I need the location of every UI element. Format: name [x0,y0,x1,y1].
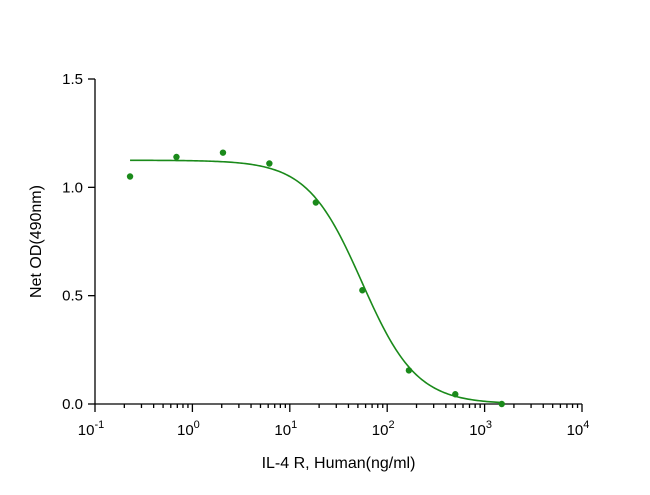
x-tick-exponent: 2 [388,419,394,431]
x-tick-label: 102 [372,419,395,439]
fit-layer [130,159,502,404]
x-tick-label: 104 [567,419,590,439]
x-tick-base: 10 [567,422,584,439]
data-point [173,153,180,161]
fit-curve [130,159,502,404]
points-layer [126,149,505,408]
y-tick-label: 1.5 [62,71,83,88]
x-tick-base: 10 [177,422,194,439]
x-tick-label: 103 [469,419,492,439]
x-tick-exponent: 3 [486,419,492,431]
x-tick-label: 100 [177,419,200,439]
data-point [266,160,273,167]
x-tick-base: 10 [469,422,486,439]
data-point [359,287,366,294]
data-point [219,149,227,156]
x-tick-exponent: 4 [583,419,589,431]
x-axis: 10-1 100 101 102 103 104 [78,403,590,439]
data-point [312,199,320,206]
x-tick-label: 10-1 [78,419,104,439]
x-tick-base: 10 [78,422,95,439]
x-tick-exponent: 0 [194,419,200,431]
data-point [126,173,134,180]
x-tick-base: 10 [372,422,389,439]
x-tick-exponent: -1 [94,419,104,431]
x-tick-exponent: 1 [291,419,297,431]
x-tick-label: 101 [274,419,297,439]
data-point [405,367,413,374]
y-axis: 0.0 0.5 1.0 1.5 [62,71,96,413]
x-axis-title: IL-4 R, Human(ng/ml) [262,455,416,472]
y-tick-label: 0.0 [62,396,83,413]
x-tick-base: 10 [274,422,291,439]
y-tick-label: 0.5 [62,288,83,305]
y-tick-label: 1.0 [62,179,83,196]
y-axis-title: Net OD(490nm) [28,185,45,298]
data-point [452,391,459,398]
data-point [498,400,505,408]
